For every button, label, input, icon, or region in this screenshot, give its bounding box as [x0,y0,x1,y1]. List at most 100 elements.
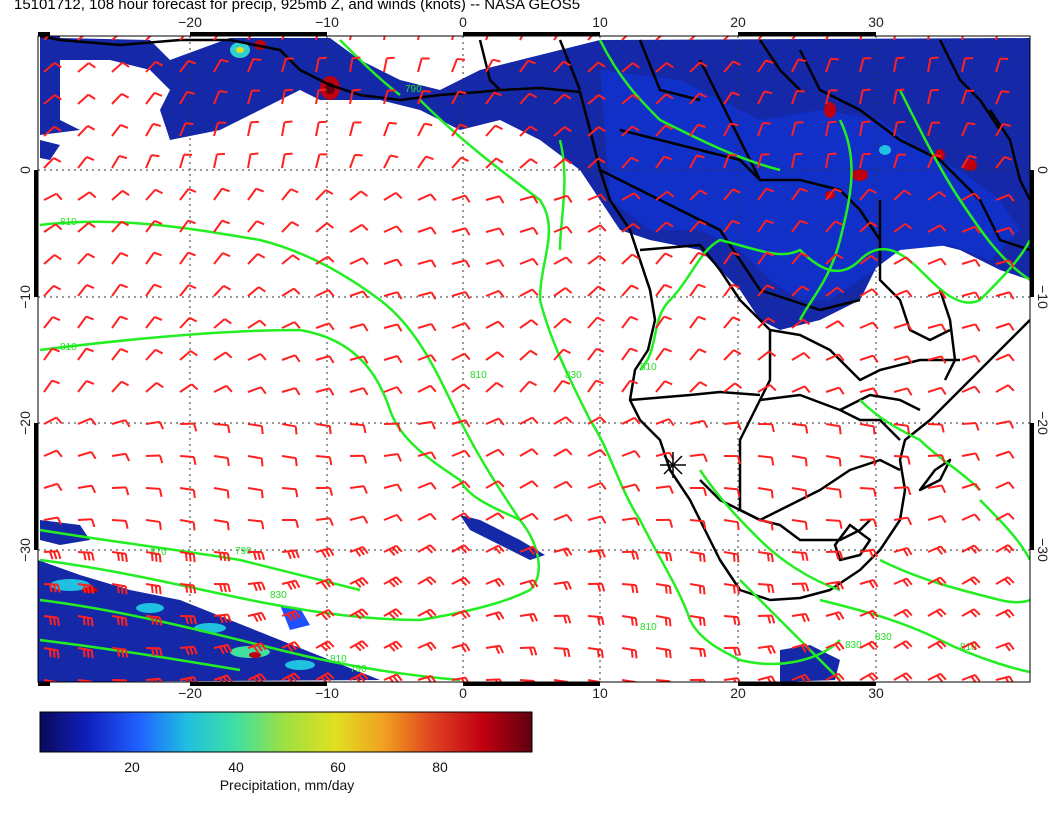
wind-barb [893,189,912,201]
wind-barb [43,516,63,526]
wind-barb [621,550,640,560]
wind-barb [77,93,96,105]
wind-barb [825,386,845,395]
wind-barb [655,252,673,265]
wind-barb [791,318,811,329]
wind-barb [485,577,505,588]
wind-barb [519,646,538,656]
lon-tick-top: 20 [730,14,746,30]
wind-barb [757,219,774,233]
wind-barb [757,187,775,201]
contour-label: 810 [330,654,347,665]
wind-barb [213,152,225,169]
wind-barb [281,387,301,396]
wind-barb [587,157,606,169]
wind-barb [927,290,947,299]
wind-barb [553,36,559,41]
wind-barb [247,519,265,530]
wind-barb [825,220,843,233]
wind-barb [655,679,672,682]
wind-barb [281,287,301,297]
wind-barb [451,90,467,105]
wind-barb [349,36,352,41]
wind-barb [723,91,740,105]
wind-barb [145,420,164,430]
wind-barb [281,321,301,329]
wind-barb [689,61,708,73]
wind-barb [315,120,327,137]
wind-barb [961,89,975,105]
wind-barb [77,36,95,41]
wind-barb [145,454,164,464]
wind-barb [111,283,128,297]
wind-barb [859,423,876,435]
wind-barb [179,519,196,531]
wind-barb [825,36,830,41]
wind-barb [111,452,131,462]
frame-bar [190,682,327,686]
wind-barb [825,152,837,169]
wind-barb [825,611,845,621]
wind-barb [927,121,940,137]
wind-barb [213,423,231,434]
wind-barb [315,56,327,73]
wind-barb [927,191,947,201]
wind-barb [553,448,573,457]
lon-tick-top: −10 [315,14,339,30]
frame-bar [34,170,38,297]
wind-barb [383,121,397,137]
wind-barb [791,551,809,562]
wind-barb [757,317,776,329]
wind-barb [247,611,267,623]
wind-barb [723,615,741,626]
contour-label: 810 [640,362,657,373]
wind-barb [145,283,162,297]
wind-barb [451,609,471,620]
lon-tick-bottom: 20 [730,685,746,701]
wind-barb [927,154,942,169]
wind-barb [723,60,741,73]
wind-barb [417,481,437,490]
wind-barb [995,384,1015,393]
wind-barb [111,419,131,428]
wind-barb [689,615,706,627]
wind-barb [349,355,369,364]
wind-barb [111,348,129,361]
wind-barb [689,283,706,297]
frame-bar [463,682,600,686]
wind-barb [519,226,539,236]
wind-barb [621,253,640,265]
lat-tick-right: −30 [1035,538,1051,562]
lat-tick-right: 0 [1035,166,1051,174]
wind-barb [757,36,763,41]
wind-barb [383,355,403,364]
wind-barb [961,192,981,201]
wind-barb [621,36,628,41]
lon-tick-bottom: 30 [868,685,884,701]
wind-barb [893,355,913,364]
contour-label: 830 [565,370,582,381]
wind-barb [689,220,707,233]
location-marker [660,452,686,478]
wind-barb [43,379,60,393]
wind-barb [961,608,981,618]
wind-barb [621,615,638,627]
wind-barb [961,354,981,363]
wind-barb [961,576,981,586]
wind-barb [519,349,538,361]
wind-barb [553,480,573,489]
wind-barb [417,36,420,41]
lat-tick-left: 0 [17,166,33,174]
wind-barb [791,187,808,201]
wind-barb [859,548,879,559]
wind-barb [995,259,1015,268]
wind-barb [485,678,502,682]
lon-tick-bottom: 0 [459,685,467,701]
lon-tick-top: 10 [592,14,608,30]
wind-barb [791,152,803,169]
wind-barb [825,187,843,201]
wind-barb [451,480,471,489]
wind-barb [451,643,471,653]
wind-barb [961,122,976,137]
